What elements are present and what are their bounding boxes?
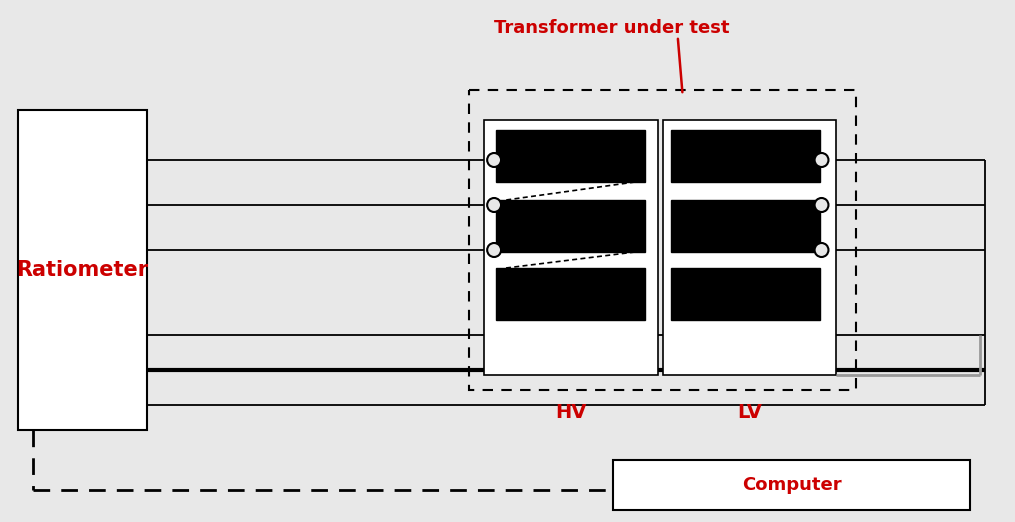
Text: LV: LV [737, 402, 762, 421]
Text: Computer: Computer [742, 476, 841, 494]
Bar [663, 120, 836, 375]
Bar [18, 110, 147, 430]
Bar [484, 120, 658, 375]
Bar [671, 268, 819, 320]
Bar [496, 200, 645, 252]
Bar [469, 90, 857, 390]
Circle shape [487, 243, 501, 257]
Bar [671, 130, 819, 182]
Circle shape [815, 153, 828, 167]
Text: HV: HV [555, 402, 587, 421]
Circle shape [815, 198, 828, 212]
Text: Ratiometer: Ratiometer [16, 260, 148, 280]
Circle shape [487, 198, 501, 212]
Circle shape [815, 243, 828, 257]
Bar [613, 460, 970, 510]
Bar [671, 200, 819, 252]
Text: Transformer under test: Transformer under test [494, 19, 730, 37]
Bar [496, 130, 645, 182]
Bar [496, 268, 645, 320]
Circle shape [487, 153, 501, 167]
